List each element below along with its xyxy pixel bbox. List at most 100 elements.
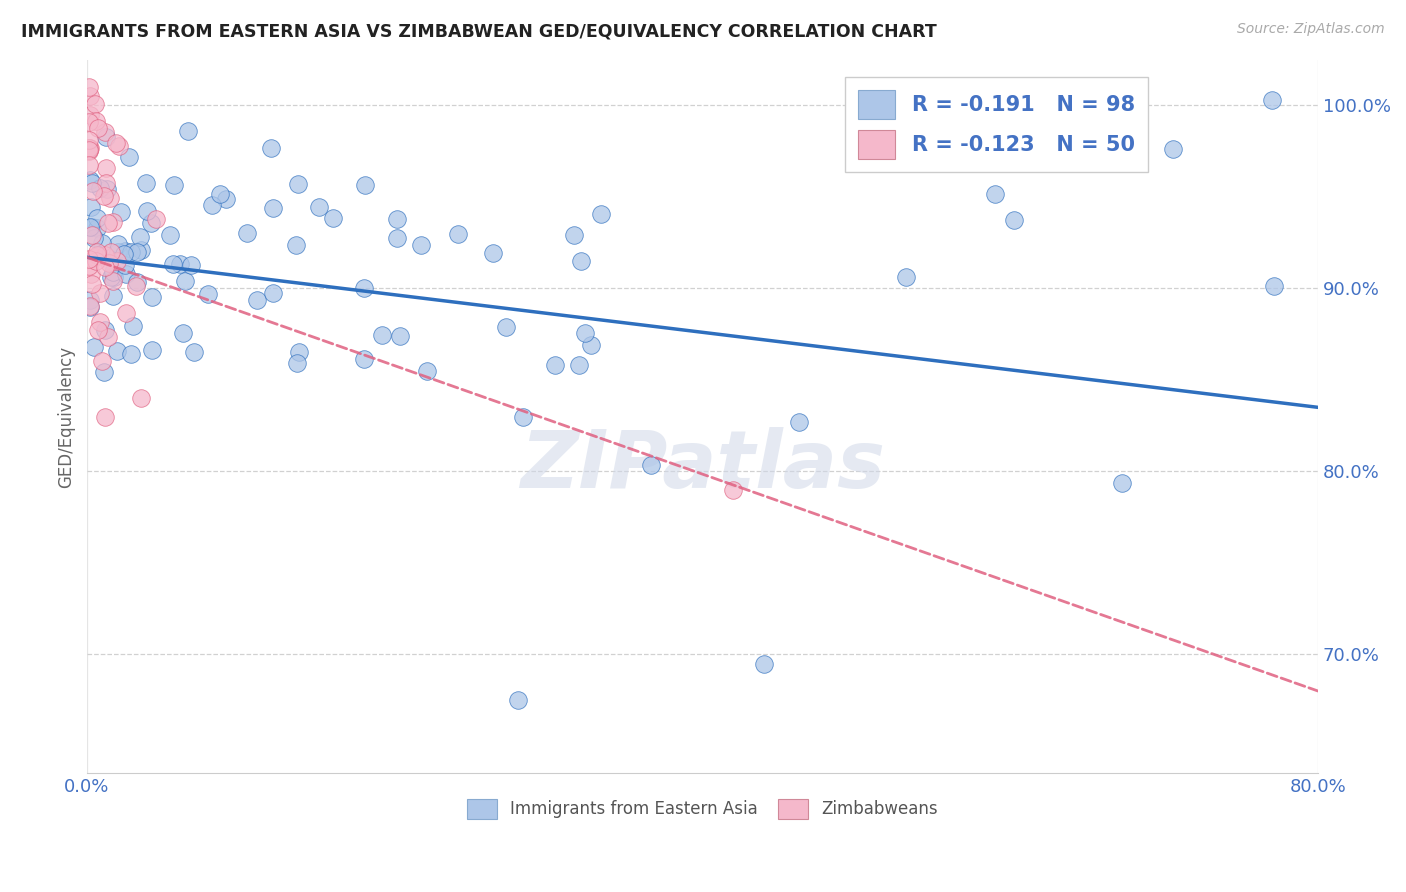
- Point: [101, 215, 124, 229]
- Point: [288, 344, 311, 359]
- Point: [118, 150, 141, 164]
- Point: [787, 415, 810, 429]
- Text: Source: ZipAtlas.com: Source: ZipAtlas.com: [1237, 22, 1385, 37]
- Point: [416, 364, 439, 378]
- Point: [87, 121, 110, 136]
- Point: [107, 244, 129, 259]
- Point: [103, 269, 125, 284]
- Point: [93, 188, 115, 202]
- Point: [201, 198, 224, 212]
- Point: [94, 248, 117, 262]
- Point: [94, 161, 117, 176]
- Point: [285, 356, 308, 370]
- Point: [79, 89, 101, 103]
- Point: [446, 227, 468, 241]
- Point: [125, 244, 148, 259]
- Point: [984, 187, 1007, 202]
- Point: [1002, 212, 1025, 227]
- Point: [246, 293, 269, 307]
- Point: [512, 410, 534, 425]
- Point: [77, 260, 100, 274]
- Point: [120, 347, 142, 361]
- Point: [120, 245, 142, 260]
- Point: [80, 267, 103, 281]
- Point: [98, 256, 121, 270]
- Point: [568, 358, 591, 372]
- Point: [79, 141, 101, 155]
- Point: [80, 177, 103, 191]
- Point: [569, 253, 592, 268]
- Point: [103, 288, 125, 302]
- Point: [159, 227, 181, 242]
- Point: [139, 216, 162, 230]
- Point: [574, 326, 596, 341]
- Point: [100, 270, 122, 285]
- Point: [79, 293, 101, 308]
- Point: [129, 243, 152, 257]
- Point: [79, 220, 101, 235]
- Point: [125, 275, 148, 289]
- Point: [495, 320, 517, 334]
- Point: [197, 287, 219, 301]
- Text: IMMIGRANTS FROM EASTERN ASIA VS ZIMBABWEAN GED/EQUIVALENCY CORRELATION CHART: IMMIGRANTS FROM EASTERN ASIA VS ZIMBABWE…: [21, 22, 936, 40]
- Point: [86, 248, 108, 262]
- Point: [125, 279, 148, 293]
- Point: [89, 314, 111, 328]
- Point: [163, 178, 186, 193]
- Point: [89, 181, 111, 195]
- Point: [894, 269, 917, 284]
- Point: [79, 173, 101, 187]
- Point: [94, 323, 117, 337]
- Point: [87, 248, 110, 262]
- Point: [105, 253, 128, 268]
- Point: [172, 326, 194, 341]
- Point: [101, 265, 124, 279]
- Point: [371, 328, 394, 343]
- Point: [385, 211, 408, 226]
- Point: [215, 192, 238, 206]
- Point: [208, 187, 231, 202]
- Point: [114, 258, 136, 272]
- Point: [110, 205, 132, 219]
- Point: [108, 139, 131, 153]
- Point: [409, 238, 432, 252]
- Point: [86, 244, 108, 259]
- Point: [93, 365, 115, 379]
- Point: [136, 203, 159, 218]
- Point: [77, 141, 100, 155]
- Point: [1261, 93, 1284, 107]
- Point: [115, 268, 138, 282]
- Legend: Immigrants from Eastern Asia, Zimbabweans: Immigrants from Eastern Asia, Zimbabwean…: [460, 792, 945, 826]
- Point: [308, 200, 330, 214]
- Point: [752, 657, 775, 671]
- Point: [80, 201, 103, 215]
- Point: [183, 345, 205, 359]
- Point: [122, 318, 145, 333]
- Point: [562, 227, 585, 242]
- Point: [176, 123, 198, 137]
- Point: [98, 191, 121, 205]
- Point: [135, 177, 157, 191]
- Point: [287, 177, 309, 191]
- Point: [77, 144, 100, 158]
- Point: [79, 108, 101, 122]
- Point: [87, 322, 110, 336]
- Point: [262, 285, 284, 300]
- Point: [506, 693, 529, 707]
- Point: [723, 483, 745, 497]
- Point: [83, 340, 105, 354]
- Point: [162, 257, 184, 271]
- Point: [141, 343, 163, 357]
- Text: ZIPatlas: ZIPatlas: [520, 427, 884, 506]
- Point: [83, 96, 105, 111]
- Point: [1111, 475, 1133, 490]
- Point: [1263, 279, 1285, 293]
- Point: [100, 244, 122, 259]
- Y-axis label: GED/Equivalency: GED/Equivalency: [58, 345, 75, 488]
- Point: [90, 353, 112, 368]
- Point: [89, 285, 111, 300]
- Point: [77, 133, 100, 147]
- Point: [77, 252, 100, 266]
- Point: [107, 236, 129, 251]
- Point: [94, 176, 117, 190]
